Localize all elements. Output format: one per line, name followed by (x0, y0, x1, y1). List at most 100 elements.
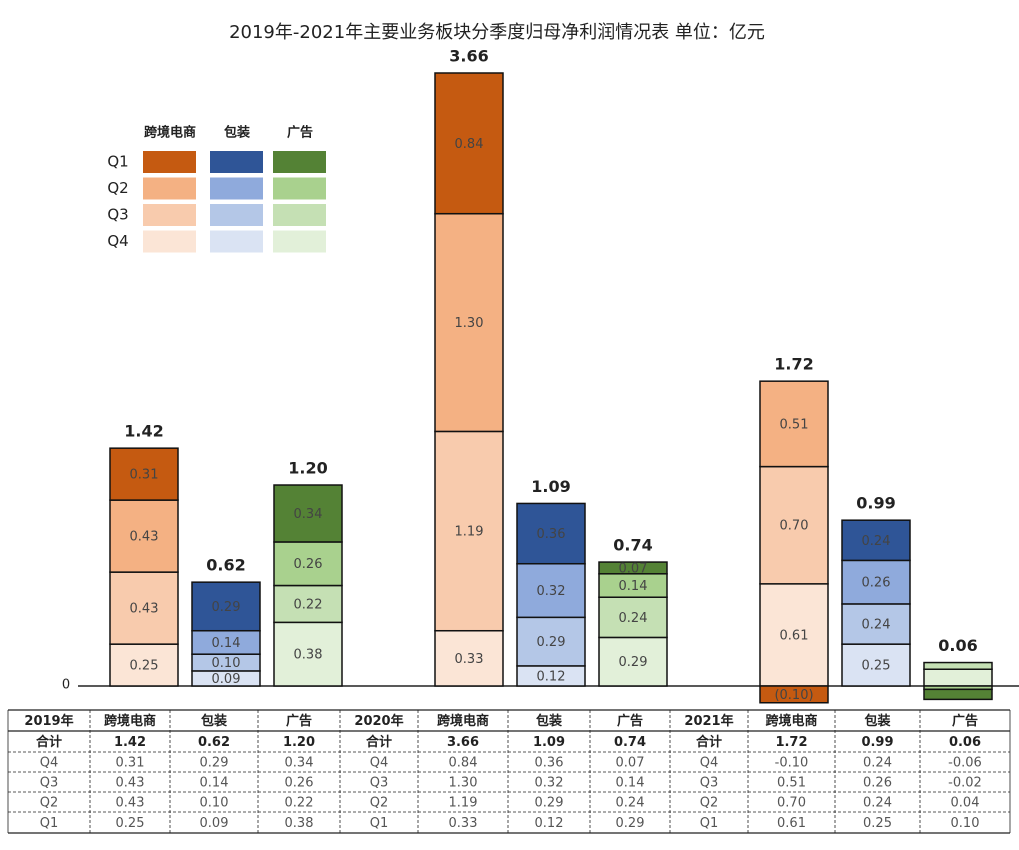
total-label: 1.09 (531, 477, 570, 496)
table-cell: 0.10 (200, 796, 229, 811)
table-cell: -0.02 (948, 776, 982, 791)
table-cell: 广告 (617, 713, 643, 729)
table-cell: 0.43 (116, 776, 145, 791)
table-cell: 0.84 (449, 756, 478, 771)
table-cell: 0.62 (198, 735, 230, 750)
segment-label: 0.36 (537, 527, 566, 542)
table-cell: 合计 (696, 734, 722, 750)
segment-label: 0.29 (619, 655, 648, 670)
bar-segment (273, 541, 343, 587)
legend-header: 广告 (287, 125, 313, 141)
table-cell: 0.26 (285, 776, 314, 791)
table-cell: Q1 (370, 816, 389, 831)
segment-label: 0.22 (294, 597, 323, 612)
bar-segment (923, 688, 993, 701)
bar-segment (434, 629, 504, 687)
legend-swatch (143, 230, 196, 253)
table-cell: Q2 (700, 796, 719, 811)
segment-label: 0.43 (130, 602, 159, 617)
table-cell: 0.22 (285, 796, 314, 811)
bar-segment (759, 685, 829, 704)
bar-segment (434, 72, 504, 215)
legend-swatch (273, 151, 326, 173)
table-cell: 1.42 (114, 735, 146, 750)
total-label: 1.20 (288, 459, 327, 478)
table-cell: 合计 (36, 734, 62, 750)
total-label: 0.74 (613, 536, 652, 555)
table-cell: 0.25 (863, 816, 892, 831)
segment-label: 0.32 (537, 584, 566, 599)
segment-label: 0.29 (537, 635, 566, 650)
segment-label: 0.14 (619, 579, 648, 594)
segment-label: 0.51 (780, 417, 809, 432)
legend-label: Q3 (107, 206, 128, 224)
segment-label: 0.70 (780, 519, 809, 534)
table-cell: 0.24 (616, 796, 645, 811)
segment-label: 0.07 (619, 561, 648, 576)
table-cell: 跨境电商 (765, 713, 817, 729)
table-cell: 2020年 (354, 713, 403, 729)
table-cell: 合计 (366, 734, 392, 750)
table-cell: 跨境电商 (437, 713, 489, 729)
total-label: 3.66 (449, 47, 488, 66)
table-cell: 0.09 (200, 816, 229, 831)
segment-label: 0.38 (294, 648, 323, 663)
table-cell: Q4 (700, 756, 719, 771)
table-cell: 1.72 (775, 735, 807, 750)
total-label: 1.72 (774, 355, 813, 374)
table-cell: 0.12 (535, 816, 564, 831)
bar-segment (923, 668, 993, 687)
table-cell: Q1 (40, 816, 59, 831)
segment-label: 0.14 (212, 636, 241, 651)
table-cell: 0.29 (200, 756, 229, 771)
chart-title: 2019年-2021年主要业务板块分季度归母净利润情况表 单位：亿元 (229, 22, 765, 43)
table-cell: 0.24 (863, 796, 892, 811)
table-cell: 广告 (286, 713, 312, 729)
total-label: 1.42 (124, 422, 163, 441)
table-cell: 0.70 (777, 796, 806, 811)
legend-swatch (273, 177, 326, 200)
bar-segment (923, 661, 993, 671)
bar-segment (516, 502, 586, 565)
segment-label: 0.26 (862, 576, 891, 591)
table-cell: Q3 (700, 776, 719, 791)
table-cell: -0.06 (948, 756, 982, 771)
bar-segment (109, 643, 179, 687)
segment-label: 0.84 (455, 137, 484, 152)
bar-segment (841, 559, 911, 605)
table-cell: 0.31 (116, 756, 145, 771)
table-cell: Q2 (40, 796, 59, 811)
bar-segment (109, 571, 179, 645)
table-cell: 0.74 (614, 735, 646, 750)
table-cell: 0.10 (951, 816, 980, 831)
table-cell: 0.38 (285, 816, 314, 831)
table-cell: Q3 (40, 776, 59, 791)
table-cell: 0.24 (863, 756, 892, 771)
table-cell: 包装 (201, 713, 227, 729)
table-cell: 0.29 (616, 816, 645, 831)
table-cell: Q1 (700, 816, 719, 831)
segment-label: 0.31 (130, 468, 159, 483)
segment-label: 0.61 (780, 628, 809, 643)
table-cell: 1.20 (283, 735, 315, 750)
segment-label: 0.29 (212, 600, 241, 615)
total-label: 0.62 (206, 556, 245, 575)
table-cell: 0.32 (535, 776, 564, 791)
table-cell: Q4 (40, 756, 59, 771)
bar-segment (273, 484, 343, 543)
bar-segment (598, 561, 668, 575)
table-cell: 0.25 (116, 816, 145, 831)
table-cell: 3.66 (447, 735, 479, 750)
segment-label: 0.12 (537, 669, 566, 684)
table-cell: 0.26 (863, 776, 892, 791)
table-cell: 广告 (952, 713, 978, 729)
table-cell: 0.33 (449, 816, 478, 831)
segment-label: 0.25 (130, 659, 159, 674)
table-cell: 0.36 (535, 756, 564, 771)
table-cell: 1.19 (449, 796, 478, 811)
table-cell: 0.43 (116, 796, 145, 811)
legend-header: 跨境电商 (144, 125, 196, 141)
segment-label: 0.24 (619, 611, 648, 626)
